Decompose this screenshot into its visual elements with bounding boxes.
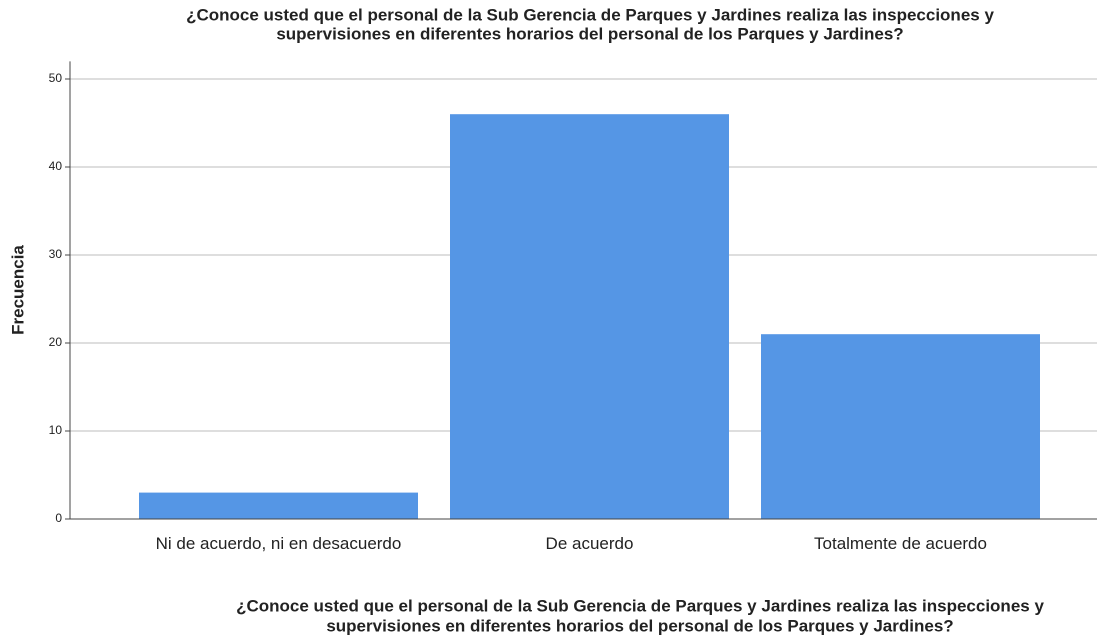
y-axis-label: Frecuencia	[8, 245, 27, 335]
bar	[450, 114, 729, 519]
bar	[139, 492, 418, 519]
y-tick-label: 50	[49, 71, 63, 85]
y-tick-label: 20	[49, 335, 63, 349]
chart-title: supervisiones en diferentes horarios del…	[276, 24, 903, 43]
x-axis-label: ¿Conoce usted que el personal de la Sub …	[236, 596, 1044, 615]
x-tick-label: Totalmente de acuerdo	[814, 534, 987, 553]
x-axis-label: supervisiones en diferentes horarios del…	[326, 616, 953, 635]
y-tick-label: 40	[49, 159, 63, 173]
y-tick-label: 0	[55, 511, 62, 525]
chart-title: ¿Conoce usted que el personal de la Sub …	[186, 5, 994, 24]
x-tick-label: De acuerdo	[545, 534, 634, 553]
x-tick-label: Ni de acuerdo, ni en desacuerdo	[155, 534, 402, 553]
y-tick-label: 30	[49, 247, 63, 261]
y-tick-label: 10	[49, 423, 63, 437]
bar	[761, 334, 1040, 519]
